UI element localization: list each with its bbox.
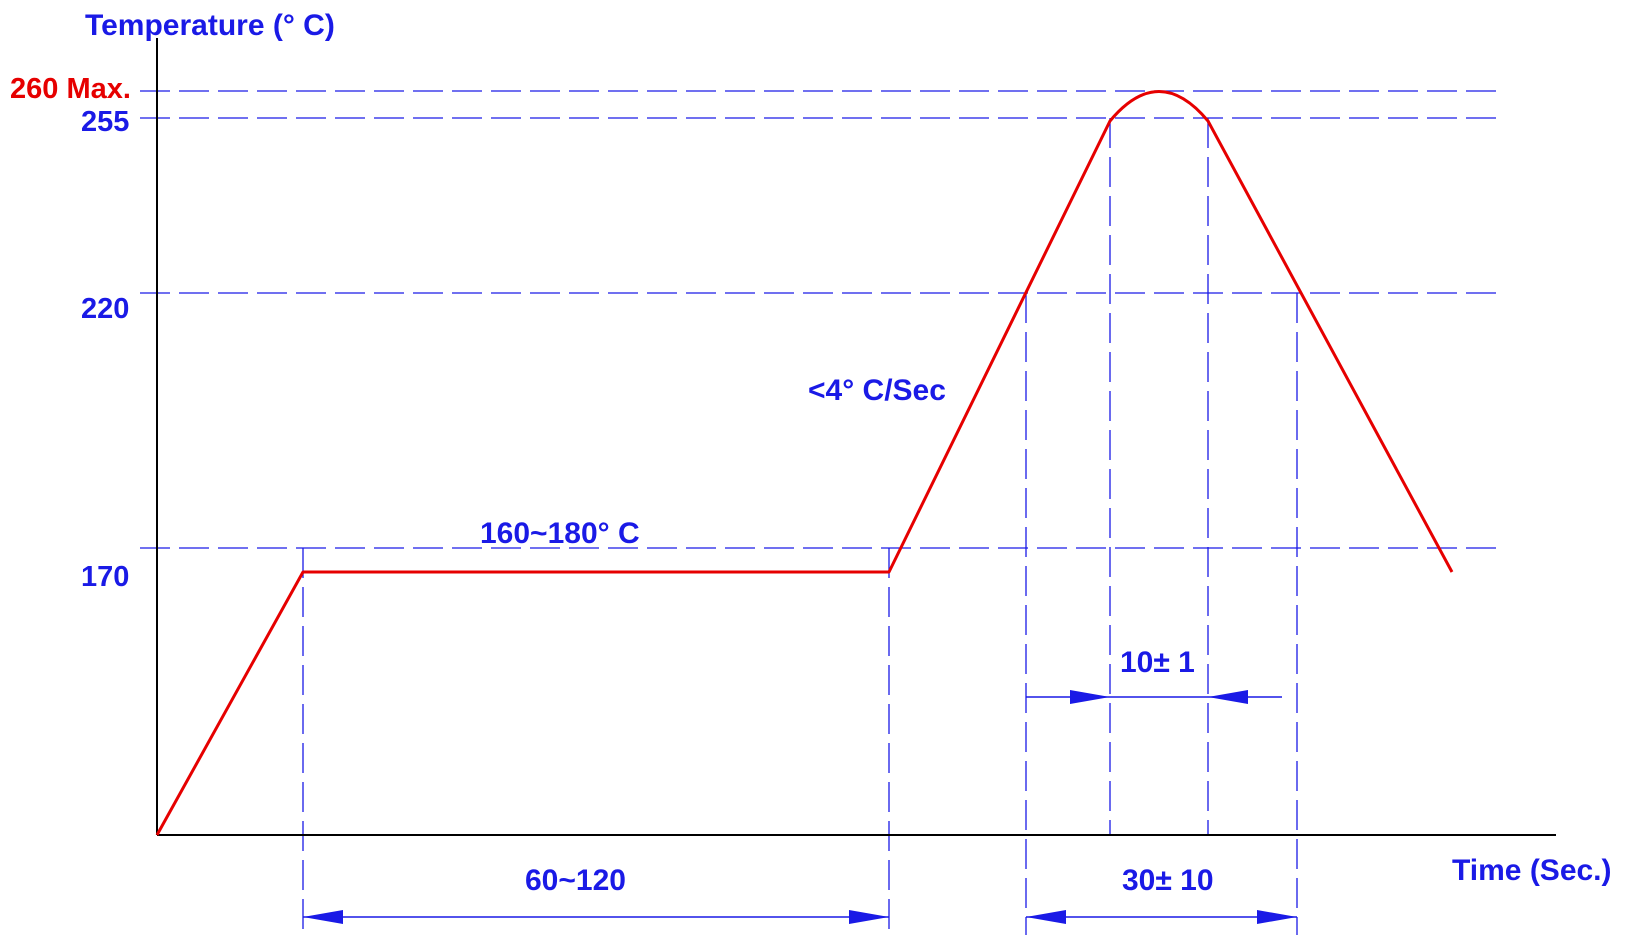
axes: [156, 38, 1556, 836]
y-axis-label: Temperature (° C): [85, 9, 335, 42]
annotation-ramp-rate: <4° C/Sec: [808, 374, 946, 407]
vertical-guides: [302, 118, 1298, 935]
y-tick-label-260: 260 Max.: [10, 73, 131, 105]
arrowhead-right-icon: [1257, 910, 1297, 924]
arrowhead-left-icon: [1026, 910, 1066, 924]
arrowhead-left-icon: [303, 910, 343, 924]
y-tick-label-255: 255: [81, 106, 129, 138]
temperature-profile-line: [155, 90, 1454, 836]
arrow-time-above-255: [1026, 690, 1282, 704]
arrowhead-right-icon: [849, 910, 889, 924]
annotation-time-above-255: 10± 1: [1120, 646, 1195, 679]
y-tick-label-170: 170: [81, 561, 129, 593]
arrowhead-left-icon: [1208, 690, 1248, 704]
arrowhead-right-icon: [1070, 690, 1110, 704]
horizontal-guides: [140, 90, 1505, 549]
x-axis-label: Time (Sec.): [1452, 854, 1612, 887]
arrow-preheat-time: [303, 910, 889, 924]
annotation-time-above-220: 30± 10: [1122, 864, 1214, 897]
dimension-arrows: [303, 690, 1297, 924]
annotation-preheat-time: 60~120: [525, 864, 626, 897]
arrow-time-above-220: [1026, 910, 1297, 924]
y-tick-label-220: 220: [81, 293, 129, 325]
annotation-preheat-range: 160~180° C: [480, 517, 640, 550]
